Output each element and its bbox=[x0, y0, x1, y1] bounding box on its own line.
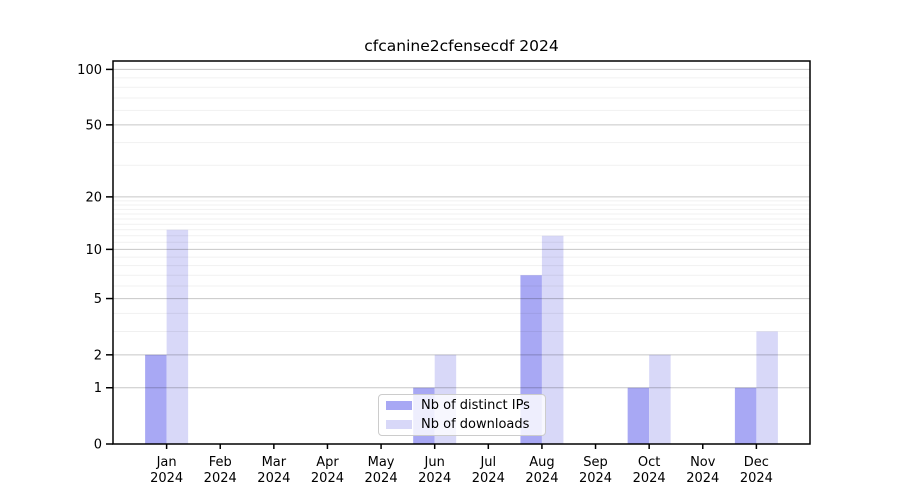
legend-swatch-downloads bbox=[386, 420, 412, 429]
x-tick-label-month: Jul bbox=[479, 455, 496, 470]
bar-downloads-oct bbox=[649, 354, 671, 444]
x-tick-label-year: 2024 bbox=[257, 471, 290, 486]
x-tick-label-month: Oct bbox=[638, 455, 660, 470]
y-tick-label: 50 bbox=[85, 118, 102, 133]
y-tick-label: 5 bbox=[94, 292, 102, 307]
x-tick-label-month: Jun bbox=[424, 455, 445, 470]
legend-item-distinct-ips: Nb of distinct IPs bbox=[386, 398, 545, 413]
bar-ips-dec bbox=[734, 387, 757, 444]
x-tick-label-month: Jan bbox=[156, 455, 177, 470]
x-tick-label-year: 2024 bbox=[472, 471, 505, 486]
bar-ips-oct bbox=[627, 387, 650, 444]
plot-spines bbox=[112, 60, 811, 445]
x-tick-label-year: 2024 bbox=[204, 471, 237, 486]
x-tick-label-month: Feb bbox=[209, 455, 232, 470]
y-tick-label: 100 bbox=[77, 63, 102, 78]
x-tick-label-year: 2024 bbox=[579, 471, 612, 486]
x-tick-label-year: 2024 bbox=[311, 471, 344, 486]
bar-ips-jan bbox=[145, 354, 167, 444]
y-tick-label: 10 bbox=[85, 243, 102, 258]
x-tick-label-month: Mar bbox=[262, 455, 287, 470]
chart-title: cfcanine2cfensecdf 2024 bbox=[364, 37, 559, 55]
legend-label-downloads: Nb of downloads bbox=[421, 417, 530, 432]
x-tick-label-year: 2024 bbox=[686, 471, 719, 486]
x-tick-label-month: May bbox=[368, 455, 395, 470]
legend: Nb of distinct IPs Nb of downloads bbox=[378, 394, 546, 436]
x-tick-label-year: 2024 bbox=[633, 471, 666, 486]
bar-downloads-jan bbox=[166, 229, 189, 444]
x-tick-label-month: Aug bbox=[529, 455, 554, 470]
x-tick-label-year: 2024 bbox=[740, 471, 773, 486]
y-tick-label: 1 bbox=[94, 381, 102, 396]
bar-downloads-aug bbox=[541, 235, 564, 444]
x-tick-label-month: Apr bbox=[316, 455, 339, 470]
x-tick-label-year: 2024 bbox=[525, 471, 558, 486]
x-tick-label-month: Dec bbox=[744, 455, 769, 470]
y-tick-label: 20 bbox=[85, 190, 102, 205]
legend-label-distinct-ips: Nb of distinct IPs bbox=[421, 398, 530, 413]
y-tick-label: 2 bbox=[94, 348, 102, 363]
x-tick-label-month: Sep bbox=[583, 455, 608, 470]
legend-swatch-distinct-ips bbox=[386, 401, 412, 410]
bar-downloads-dec bbox=[756, 331, 778, 444]
x-tick-label-year: 2024 bbox=[365, 471, 398, 486]
legend-item-downloads: Nb of downloads bbox=[386, 417, 545, 432]
y-tick-label: 0 bbox=[94, 438, 102, 453]
x-tick-label-year: 2024 bbox=[150, 471, 183, 486]
x-tick-label-year: 2024 bbox=[418, 471, 451, 486]
x-tick-label-month: Nov bbox=[690, 455, 716, 470]
